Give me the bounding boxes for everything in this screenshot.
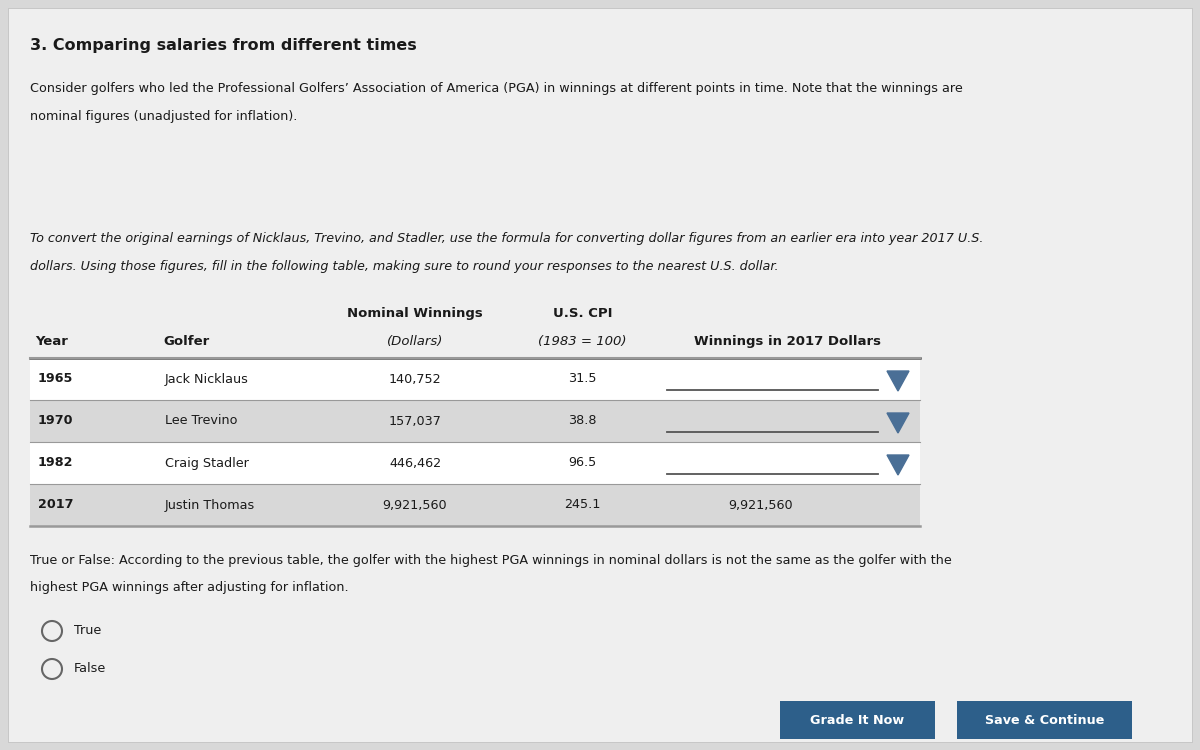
Text: 1982: 1982 — [38, 457, 73, 470]
Text: 140,752: 140,752 — [389, 373, 442, 386]
Text: 1965: 1965 — [38, 373, 73, 386]
Text: 2017: 2017 — [38, 499, 73, 512]
Text: (1983 = 100): (1983 = 100) — [539, 335, 626, 348]
Text: 9,921,560: 9,921,560 — [383, 499, 448, 512]
Text: Winnings in 2017 Dollars: Winnings in 2017 Dollars — [694, 335, 881, 348]
Text: nominal figures (unadjusted for inflation).: nominal figures (unadjusted for inflatio… — [30, 110, 298, 123]
Text: Justin Thomas: Justin Thomas — [166, 499, 256, 512]
Text: 31.5: 31.5 — [569, 373, 596, 386]
Circle shape — [42, 659, 62, 679]
Text: 3. Comparing salaries from different times: 3. Comparing salaries from different tim… — [30, 38, 416, 53]
Text: Grade It Now: Grade It Now — [810, 713, 905, 727]
Text: Craig Stadler: Craig Stadler — [166, 457, 248, 470]
Text: To convert the original earnings of Nicklaus, Trevino, and Stadler, use the form: To convert the original earnings of Nick… — [30, 232, 983, 245]
Text: True: True — [74, 625, 101, 638]
Text: False: False — [74, 662, 107, 676]
Polygon shape — [887, 455, 908, 475]
Text: Consider golfers who led the Professional Golfers’ Association of America (PGA) : Consider golfers who led the Professiona… — [30, 82, 962, 95]
Text: Save & Continue: Save & Continue — [985, 713, 1104, 727]
Polygon shape — [887, 371, 908, 391]
Text: Jack Nicklaus: Jack Nicklaus — [166, 373, 248, 386]
FancyBboxPatch shape — [780, 701, 935, 739]
Text: 96.5: 96.5 — [569, 457, 596, 470]
Bar — [30, 442, 920, 484]
Text: Lee Trevino: Lee Trevino — [166, 415, 238, 428]
Text: True or False: According to the previous table, the golfer with the highest PGA : True or False: According to the previous… — [30, 554, 952, 567]
FancyBboxPatch shape — [958, 701, 1132, 739]
Circle shape — [42, 621, 62, 641]
Text: 9,921,560: 9,921,560 — [728, 499, 793, 512]
Text: U.S. CPI: U.S. CPI — [553, 307, 612, 320]
Bar — [30, 400, 920, 442]
Text: dollars. Using those figures, fill in the following table, making sure to round : dollars. Using those figures, fill in th… — [30, 260, 779, 273]
Text: 1970: 1970 — [38, 415, 73, 428]
Polygon shape — [887, 413, 908, 433]
Text: Nominal Winnings: Nominal Winnings — [347, 307, 482, 320]
Text: (Dollars): (Dollars) — [386, 335, 443, 348]
Text: 446,462: 446,462 — [389, 457, 442, 470]
Text: 157,037: 157,037 — [389, 415, 442, 428]
Text: Year: Year — [35, 335, 68, 348]
Bar — [30, 358, 920, 400]
Text: 245.1: 245.1 — [564, 499, 601, 512]
Text: Golfer: Golfer — [163, 335, 209, 348]
Bar — [30, 484, 920, 526]
Text: highest PGA winnings after adjusting for inflation.: highest PGA winnings after adjusting for… — [30, 581, 349, 594]
Text: 38.8: 38.8 — [569, 415, 596, 428]
